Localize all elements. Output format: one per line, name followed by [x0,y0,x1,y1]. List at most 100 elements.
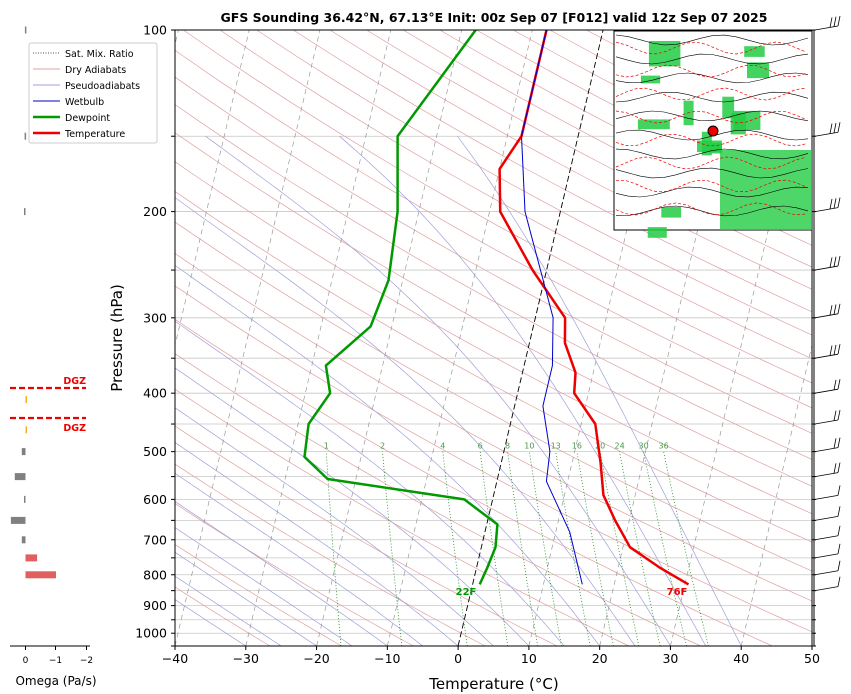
wind-barb-staff [814,570,839,576]
dry-adiabat-line [293,30,812,313]
x-tick-label: 50 [804,651,820,666]
wind-barb-feather [837,543,841,554]
geopotential-contour [615,167,809,179]
legend-sat-mix: Sat. Mix. Ratio [65,49,134,60]
wind-barb-staff [814,535,839,541]
wind-barb-staff [814,447,839,453]
wind-barb [814,122,841,137]
mixing-ratio-line [325,451,342,646]
precip-area [744,46,765,57]
wind-barb [814,462,841,477]
wind-barb-feather [833,256,837,267]
omega-bar [10,516,26,524]
isotherm-line [316,30,462,646]
mixing-ratio-line [382,451,403,646]
wind-barb-feather [837,379,841,390]
wind-barb-feather [837,122,841,133]
x-tick-label: −10 [374,651,400,666]
pseudoadiabat-line [175,599,246,646]
x-tick-label: 20 [592,651,608,666]
y-tick-label: 600 [143,492,167,507]
mixing-ratio-line [619,451,661,646]
surface-temperature-label: 76F [667,587,688,598]
wind-barb-feather [837,303,841,314]
isotherm-line [670,42,812,646]
y-tick-label: 400 [143,386,167,401]
isotherm-line [175,30,250,347]
isotherm-line [386,30,533,646]
mixing-ratio-line [555,451,591,646]
x-tick-label: 0 [454,651,462,666]
thickness-contour [615,133,807,147]
wind-barb [814,15,841,31]
geopotential-contour [615,148,809,160]
wind-barb [814,506,841,521]
omega-axis-label: Omega (Pa/s) [15,674,96,688]
dry-adiabat-line [175,318,773,646]
wind-barb-feather [837,560,841,571]
geopotential-contour [615,53,809,65]
omega-bar [24,208,26,216]
inset-map [613,30,813,238]
precip-area [747,62,769,79]
wind-barb-feather [833,198,837,209]
omega-tick-2: −2 [80,656,93,666]
wind-barb-feather [829,198,833,210]
wind-barb-staff [814,472,839,477]
wind-barb [814,197,841,212]
pseudoadiabat-line [175,264,600,646]
omega-bar [24,495,26,503]
pseudoadiabats [175,135,742,646]
wind-barb [814,576,841,592]
wind-barb-staff [814,313,839,319]
thickness-contour [615,87,807,101]
x-axis-label: Temperature (°C) [428,675,558,693]
dry-adiabat-line [175,586,271,646]
wind-barb [814,525,841,541]
pseudoadiabat-line [175,527,353,646]
pseudoadiabat-line [175,320,565,646]
wind-barb-feather [837,462,841,473]
dry-adiabat-line [175,285,812,633]
y-tick-label: 200 [143,204,167,219]
mixing-ratio-label: 16 [572,442,582,451]
surface-dewpoint-label: 22F [456,587,477,598]
wind-barb-feather [833,122,837,133]
wind-barb-feather [829,257,833,268]
thickness-contour [615,179,807,193]
isotherms [175,30,812,646]
dry-adiabat-line [219,30,812,360]
wind-barb-feather [833,344,837,355]
x-axis-ticks: −40 −30 −20 −10 0 10 20 30 40 50 [162,646,820,666]
mixing-ratio-label: 2 [380,442,385,451]
wind-barbs [813,15,841,646]
legend-pseudoadiabats: Pseudoadiabats [65,81,140,92]
chart-title: GFS Sounding 36.42°N, 67.13°E Init: 00z … [221,10,768,25]
wind-barb-feather [837,485,841,496]
pseudoadiabat-line [175,197,636,646]
x-tick-label: −30 [233,651,259,666]
inset-map-content [615,34,812,238]
wind-barb-feather [829,17,833,28]
pseudoadiabat-line [339,135,707,646]
legend-wetbulb: Wetbulb [65,97,104,108]
x-tick-label: −20 [303,651,329,666]
thickness-contour [615,64,807,78]
y-axis-label: Pressure (hPa) [108,284,126,392]
geopotential-contour [615,34,809,46]
wind-barb-feather [837,437,841,448]
precip-area [697,140,722,153]
mixing-ratio-lines [325,451,709,646]
omega-bar [25,554,38,562]
omega-bar [25,396,27,404]
thickness-contour [615,110,807,124]
y-tick-label: 500 [143,444,167,459]
pseudoadiabat-line [175,442,459,646]
dry-adiabat-line [175,191,812,543]
wind-barb-feather [837,15,841,27]
mixing-ratio-line [663,451,709,646]
mixing-ratio-label: 1 [324,442,329,451]
dry-adiabat-line [183,30,812,384]
